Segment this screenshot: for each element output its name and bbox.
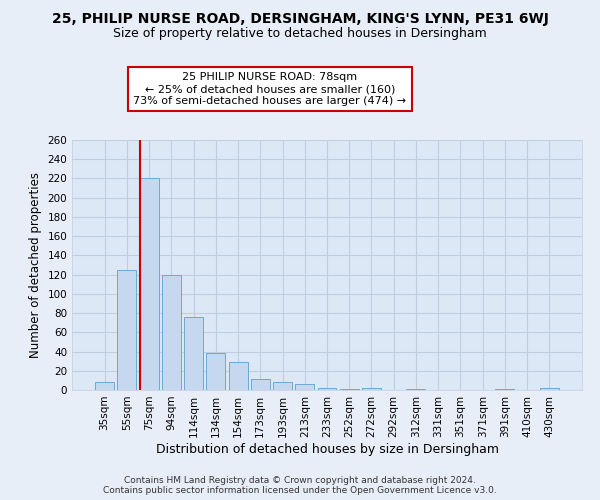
Bar	[496, 389, 514, 390]
Bar	[540, 388, 559, 390]
Bar	[406, 389, 425, 390]
Bar	[251, 380, 270, 390]
Text: 25, PHILIP NURSE ROAD, DERSINGHAM, KING'S LYNN, PE31 6WJ: 25, PHILIP NURSE ROAD, DERSINGHAM, KING'…	[52, 12, 548, 26]
Text: 25 PHILIP NURSE ROAD: 78sqm  
← 25% of detached houses are smaller (160)
73% of : 25 PHILIP NURSE ROAD: 78sqm ← 25% of det…	[133, 72, 407, 106]
Bar	[140, 178, 158, 390]
Bar	[295, 384, 314, 390]
X-axis label: Distribution of detached houses by size in Dersingham: Distribution of detached houses by size …	[155, 442, 499, 456]
Bar	[162, 274, 181, 390]
Bar	[206, 354, 225, 390]
Text: Contains HM Land Registry data © Crown copyright and database right 2024.
Contai: Contains HM Land Registry data © Crown c…	[103, 476, 497, 495]
Bar	[317, 388, 337, 390]
Bar	[340, 389, 359, 390]
Bar	[229, 362, 248, 390]
Text: Size of property relative to detached houses in Dersingham: Size of property relative to detached ho…	[113, 28, 487, 40]
Bar	[118, 270, 136, 390]
Bar	[95, 382, 114, 390]
Y-axis label: Number of detached properties: Number of detached properties	[29, 172, 42, 358]
Bar	[273, 382, 292, 390]
Bar	[184, 317, 203, 390]
Bar	[362, 388, 381, 390]
